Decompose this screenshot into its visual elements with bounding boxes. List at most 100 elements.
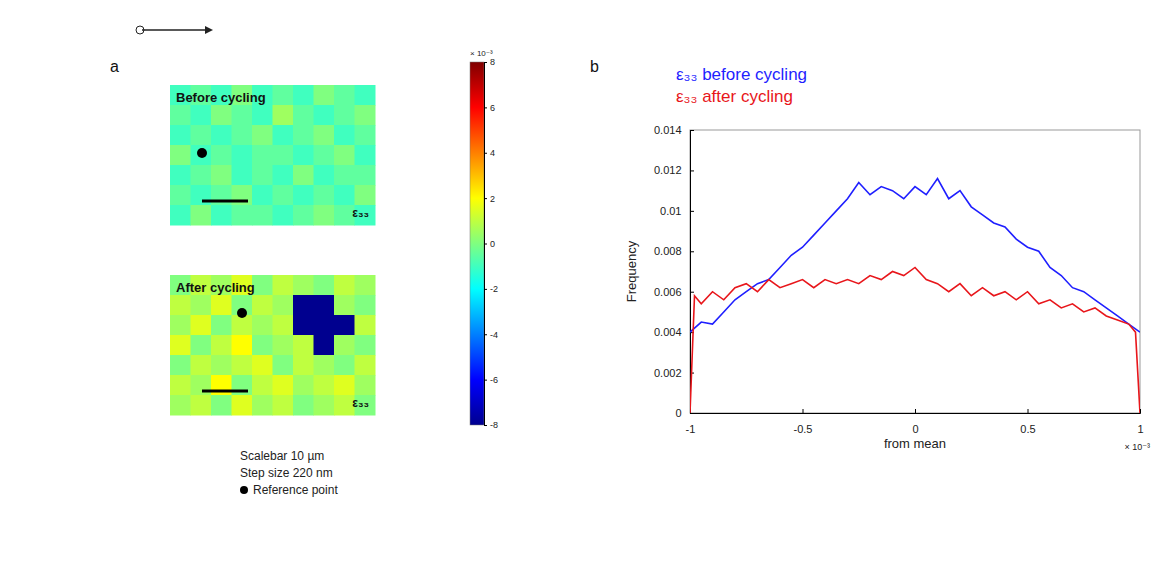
- cell: [170, 295, 191, 316]
- tick: -6: [484, 375, 498, 385]
- tick-label: 0.012: [654, 164, 682, 176]
- cell: [334, 145, 355, 166]
- cell: [170, 205, 191, 226]
- tick-mark: [484, 380, 487, 381]
- cell: [314, 105, 335, 126]
- tick-label: -2: [490, 284, 498, 294]
- cell: [191, 355, 212, 376]
- cell: [293, 375, 314, 396]
- cell: [293, 395, 314, 416]
- cell: [334, 375, 355, 396]
- cell: [252, 165, 273, 186]
- cell: [170, 375, 191, 396]
- cell: [252, 275, 273, 296]
- note: Reference point: [253, 483, 338, 497]
- cell: [170, 125, 191, 146]
- cell: [211, 205, 232, 226]
- x-axis-title: from mean: [884, 436, 946, 451]
- cell: [191, 145, 212, 166]
- plot-frame: [690, 130, 1140, 413]
- cell: [170, 315, 191, 336]
- cell: [232, 145, 253, 166]
- cell: [293, 315, 314, 336]
- cell: [252, 185, 273, 206]
- cell: [334, 125, 355, 146]
- cell: [191, 125, 212, 146]
- cell: [191, 335, 212, 356]
- tick-label: 0: [675, 407, 681, 419]
- cell: [314, 205, 335, 226]
- tick: 0: [675, 407, 694, 419]
- cell: [293, 85, 314, 106]
- orientation-arrow: [136, 26, 213, 34]
- cell: [170, 105, 191, 126]
- cell: [273, 375, 294, 396]
- cell: [273, 355, 294, 376]
- tick-mark: [803, 409, 804, 413]
- tick-mark: [690, 413, 694, 414]
- tick: 0.014: [654, 124, 694, 136]
- tick-mark: [1028, 409, 1029, 413]
- reference-point-key: [240, 486, 248, 494]
- tick-mark: [915, 409, 916, 413]
- tick-label: -4: [490, 330, 498, 340]
- cell: [334, 165, 355, 186]
- tick-label: -0.5: [794, 423, 813, 435]
- cell: [232, 205, 253, 226]
- tick-mark: [690, 251, 694, 252]
- axis: -8-6-4-202468: [484, 57, 498, 430]
- strain-map: After cyclingε₃₃: [170, 275, 376, 416]
- cell: [314, 125, 335, 146]
- cell: [252, 315, 273, 336]
- cell: [211, 335, 232, 356]
- cell: [211, 165, 232, 186]
- cell: [191, 205, 212, 226]
- tick: 8: [484, 57, 495, 67]
- tick-mark: [484, 244, 487, 245]
- figure: aBefore cyclingε₃₃After cyclingε₃₃-8-6-4…: [0, 0, 1158, 575]
- tick: 0.01: [660, 205, 694, 217]
- cell: [252, 125, 273, 146]
- arrow-head: [205, 26, 213, 34]
- cell: [191, 315, 212, 336]
- cell: [293, 185, 314, 206]
- cell: [211, 295, 232, 316]
- cell: [355, 145, 376, 166]
- tick-mark: [484, 334, 487, 335]
- tick-mark: [690, 130, 694, 131]
- cell: [273, 185, 294, 206]
- arrow-shaft: [142, 29, 205, 31]
- cell: [252, 205, 273, 226]
- cell: [273, 145, 294, 166]
- scale-bar: [202, 390, 248, 393]
- tick-mark: [484, 153, 487, 154]
- tick-label: 0.004: [654, 326, 682, 338]
- cells: [170, 85, 376, 226]
- tick-label: 0.5: [1020, 423, 1035, 435]
- cell: [252, 295, 273, 316]
- cell: [334, 105, 355, 126]
- cell: [355, 105, 376, 126]
- cell: [334, 185, 355, 206]
- axis-line: [691, 409, 1141, 414]
- cell: [273, 125, 294, 146]
- cell: [293, 165, 314, 186]
- tick: -0.5: [794, 409, 813, 435]
- tick-mark: [1140, 409, 1141, 413]
- cell: [232, 395, 253, 416]
- cell: [355, 295, 376, 316]
- cell: [314, 85, 335, 106]
- cell: [273, 295, 294, 316]
- tick: 0.006: [654, 286, 694, 298]
- cell: [170, 165, 191, 186]
- cells: [170, 275, 376, 416]
- cell: [211, 355, 232, 376]
- panel-label: a: [110, 58, 119, 75]
- cell: [211, 315, 232, 336]
- cell: [314, 275, 335, 296]
- cell: [191, 165, 212, 186]
- tick-label: 6: [490, 103, 495, 113]
- cell: [170, 145, 191, 166]
- cell: [273, 105, 294, 126]
- tick-label: -1: [686, 423, 696, 435]
